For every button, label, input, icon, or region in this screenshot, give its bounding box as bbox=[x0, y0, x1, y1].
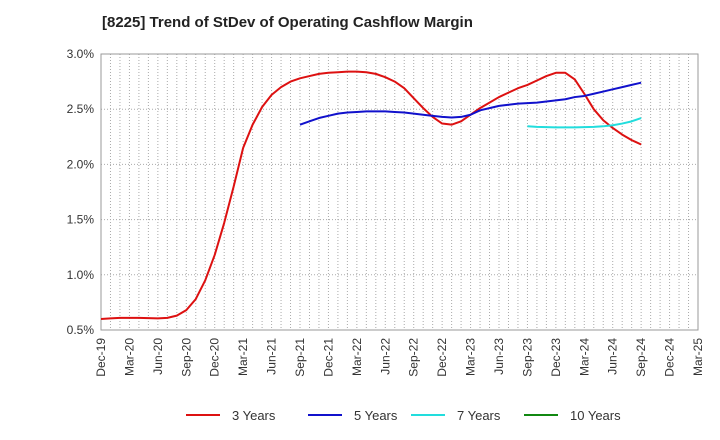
legend-swatch bbox=[524, 414, 558, 416]
legend-label: 3 Years bbox=[232, 407, 276, 423]
y-tick-label: 3.0% bbox=[67, 47, 95, 61]
legend-label: 10 Years bbox=[570, 407, 621, 423]
y-tick-label: 1.0% bbox=[67, 268, 95, 282]
x-tick-label: Dec-23 bbox=[549, 338, 563, 377]
x-tick-label: Sep-22 bbox=[407, 338, 421, 377]
chart-title: [8225] Trend of StDev of Operating Cashf… bbox=[102, 14, 473, 31]
y-tick-label: 1.5% bbox=[67, 213, 95, 227]
x-tick-label: Dec-19 bbox=[94, 338, 108, 377]
grid-lines bbox=[101, 54, 698, 330]
x-tick-label: Mar-22 bbox=[350, 338, 364, 376]
x-tick-label: Jun-23 bbox=[492, 338, 506, 375]
x-tick-label: Mar-20 bbox=[122, 338, 136, 376]
x-tick-label: Sep-21 bbox=[293, 338, 307, 377]
x-tick-label: Sep-24 bbox=[634, 338, 648, 377]
x-tick-label: Sep-23 bbox=[520, 338, 534, 377]
x-tick-label: Mar-23 bbox=[464, 338, 478, 376]
legend-swatch bbox=[186, 414, 220, 416]
x-tick-label: Jun-24 bbox=[606, 338, 620, 375]
x-tick-label: Jun-22 bbox=[378, 338, 392, 375]
legend-item-7-years: 7 Years bbox=[411, 405, 500, 425]
legend-label: 7 Years bbox=[457, 407, 501, 423]
legend-swatch bbox=[308, 414, 342, 416]
y-axis-ticks: 0.5% 1.0% 1.5% 2.0% 2.5% 3.0% bbox=[67, 47, 95, 337]
legend: 3 Years 5 Years 7 Years 10 Years bbox=[0, 405, 720, 425]
legend-label: 5 Years bbox=[354, 407, 398, 423]
y-tick-label: 2.5% bbox=[67, 102, 95, 116]
x-tick-label: Dec-22 bbox=[435, 338, 449, 377]
series-line-3-years bbox=[100, 70, 642, 320]
x-tick-label: Dec-21 bbox=[321, 338, 335, 377]
series-line-5-years bbox=[299, 81, 642, 126]
legend-item-3-years: 3 Years bbox=[186, 405, 275, 425]
x-tick-label: Mar-21 bbox=[236, 338, 250, 376]
x-tick-label: Sep-20 bbox=[179, 338, 193, 377]
series-line-7-years bbox=[527, 117, 642, 129]
legend-swatch bbox=[411, 414, 445, 416]
x-tick-label: Jun-21 bbox=[265, 338, 279, 375]
legend-item-10-years: 10 Years bbox=[524, 405, 621, 425]
y-tick-label: 0.5% bbox=[67, 323, 95, 337]
series-lines bbox=[100, 70, 642, 320]
y-tick-label: 2.0% bbox=[67, 157, 95, 171]
x-tick-label: Dec-24 bbox=[663, 338, 677, 377]
x-tick-label: Dec-20 bbox=[208, 338, 222, 377]
x-tick-label: Mar-24 bbox=[577, 338, 591, 376]
legend-item-5-years: 5 Years bbox=[308, 405, 397, 425]
x-axis-ticks: Dec-19 Mar-20 Jun-20 Sep-20 Dec-20 Mar-21 Jun-… bbox=[94, 338, 705, 377]
x-tick-label: Jun-20 bbox=[151, 338, 165, 375]
x-tick-label: Mar-25 bbox=[691, 338, 705, 376]
plot-frame bbox=[100, 53, 699, 331]
